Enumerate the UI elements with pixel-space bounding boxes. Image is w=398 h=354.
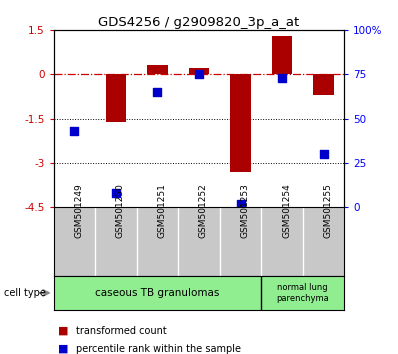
Text: GSM501250: GSM501250 — [116, 183, 125, 238]
Text: GSM501253: GSM501253 — [240, 183, 250, 238]
Text: normal lung
parenchyma: normal lung parenchyma — [276, 283, 329, 303]
Text: GSM501251: GSM501251 — [158, 183, 166, 238]
Text: percentile rank within the sample: percentile rank within the sample — [76, 344, 241, 354]
Text: transformed count: transformed count — [76, 326, 166, 336]
Text: GSM501255: GSM501255 — [324, 183, 332, 238]
Text: caseous TB granulomas: caseous TB granulomas — [95, 288, 220, 298]
Point — [320, 151, 327, 157]
Title: GDS4256 / g2909820_3p_a_at: GDS4256 / g2909820_3p_a_at — [98, 16, 300, 29]
Bar — [147, 65, 168, 74]
Text: ■: ■ — [58, 344, 68, 354]
Text: ■: ■ — [58, 326, 68, 336]
Text: GSM501254: GSM501254 — [282, 183, 291, 238]
Text: GSM501252: GSM501252 — [199, 183, 208, 238]
Bar — [313, 74, 334, 95]
Point — [196, 72, 202, 77]
Bar — [189, 68, 209, 74]
Bar — [271, 36, 293, 74]
Point — [237, 201, 244, 206]
Bar — [230, 74, 251, 172]
Text: cell type: cell type — [4, 288, 46, 298]
Point — [279, 75, 285, 81]
Text: GSM501249: GSM501249 — [74, 183, 84, 238]
Bar — [105, 74, 126, 121]
Point — [113, 190, 119, 196]
Point — [154, 89, 161, 95]
Point — [71, 128, 78, 134]
